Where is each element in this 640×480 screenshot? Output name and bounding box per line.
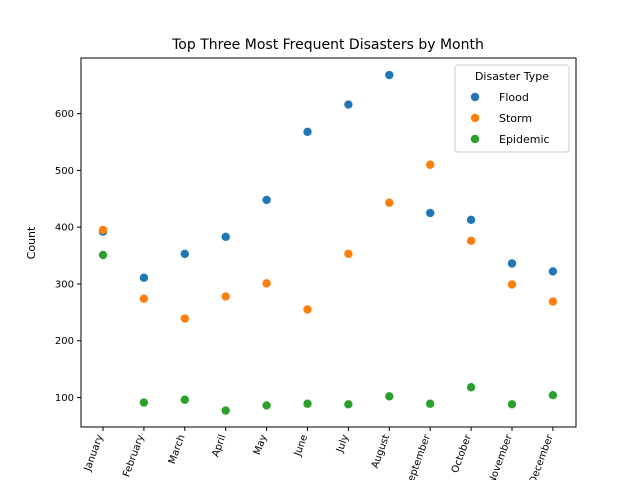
storm-point	[221, 292, 230, 301]
storm-point	[262, 279, 271, 288]
plot-frame	[80, 57, 577, 428]
legend-marker-epidemic	[470, 134, 480, 144]
legend-marker-storm	[470, 113, 480, 123]
epidemic-point	[344, 400, 353, 409]
epidemic-point	[180, 395, 189, 404]
epidemic-point	[426, 399, 435, 408]
x-tick-label: February	[121, 433, 147, 478]
epidemic-point	[262, 401, 271, 410]
x-tick-label: July	[334, 433, 351, 455]
storm-point	[385, 198, 394, 207]
x-tick-label: May	[252, 433, 269, 456]
flood-point	[344, 100, 353, 109]
y-tick-label: 400	[55, 223, 74, 234]
epidemic-point	[98, 250, 108, 260]
x-tick-label: March	[167, 433, 188, 465]
legend-title: Disaster Type	[475, 70, 549, 83]
flood-point	[426, 208, 435, 218]
legend-label-flood: Flood	[499, 91, 529, 104]
flood-point	[385, 70, 394, 80]
flood-point	[507, 259, 517, 268]
storm-point	[344, 249, 353, 259]
storm-point	[180, 314, 189, 323]
storm-point	[98, 225, 108, 235]
flood-point	[466, 215, 476, 224]
flood-point	[139, 273, 149, 282]
epidemic-point	[548, 391, 558, 400]
x-tick-label: November	[487, 432, 515, 480]
flood-point	[303, 127, 312, 136]
y-tick-label: 200	[55, 336, 74, 347]
legend: Disaster Type Flood Storm Epidemic	[454, 64, 570, 153]
storm-point	[548, 297, 558, 306]
epidemic-point	[303, 399, 312, 408]
x-tick-label: December	[528, 432, 556, 480]
storm-point	[507, 280, 517, 289]
epidemic-point	[221, 406, 230, 415]
flood-point	[180, 249, 189, 259]
y-axis-title: Count	[25, 226, 38, 259]
legend-label-epidemic: Epidemic	[499, 133, 550, 146]
x-tick-label: June	[292, 433, 310, 458]
x-tick-label: January	[82, 433, 106, 473]
flood-point	[262, 195, 271, 205]
legend-label-storm: Storm	[499, 112, 532, 125]
x-tick-label: April	[210, 433, 228, 458]
flood-point	[548, 267, 558, 276]
legend-marker-flood	[470, 92, 480, 102]
y-tick-label: 300	[55, 279, 74, 290]
storm-point	[303, 305, 312, 314]
epidemic-point	[466, 383, 476, 392]
x-tick-label: October	[450, 432, 474, 474]
epidemic-point	[385, 392, 394, 401]
storm-point	[466, 236, 476, 245]
y-tick-label: 500	[55, 166, 74, 177]
epidemic-point	[139, 398, 149, 407]
legend-box	[454, 64, 570, 153]
chart-title: Top Three Most Frequent Disasters by Mon…	[171, 37, 484, 53]
epidemic-point	[507, 400, 517, 409]
flood-point	[221, 232, 230, 242]
y-tick-label: 100	[55, 393, 74, 404]
x-tick-label: August	[370, 433, 392, 470]
x-tick-label: September	[404, 432, 434, 480]
storm-point	[139, 294, 149, 303]
storm-point	[426, 160, 435, 169]
y-tick-label: 600	[55, 109, 74, 120]
